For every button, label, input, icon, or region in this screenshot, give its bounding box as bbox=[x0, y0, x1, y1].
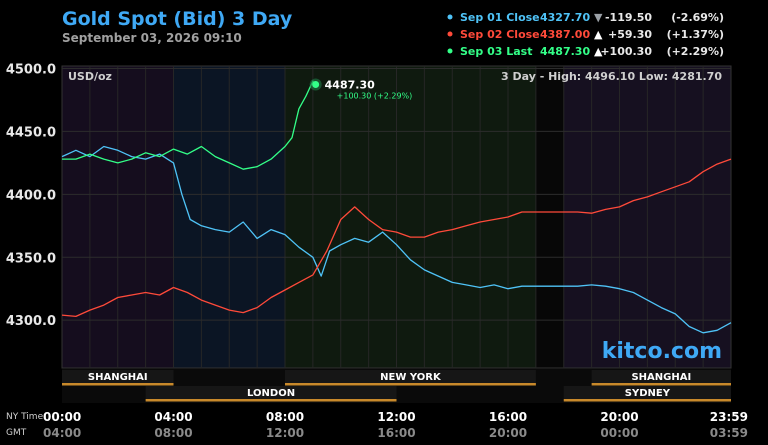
x-tick-gmt: 16:00 bbox=[377, 426, 415, 440]
legend-arrow: ▼ bbox=[594, 11, 603, 24]
legend-change: -119.50 bbox=[605, 11, 652, 24]
last-price-dot bbox=[312, 80, 320, 88]
legend-percent: (+1.37%) bbox=[667, 28, 724, 41]
gmt-label: GMT bbox=[6, 428, 27, 438]
legend-change: +59.30 bbox=[608, 28, 652, 41]
ny-time-label: NY Time bbox=[6, 412, 44, 422]
legend-label: Sep 01 Close bbox=[460, 11, 540, 24]
session-band-3 bbox=[535, 66, 564, 368]
x-tick-ny: 12:00 bbox=[377, 410, 415, 424]
y-tick-label: 4300.0 bbox=[6, 314, 56, 329]
session-bar-bottom-0 bbox=[145, 399, 397, 402]
session-label: LONDON bbox=[247, 388, 295, 399]
legend-label: Sep 02 Close bbox=[460, 28, 540, 41]
y-tick-label: 4400.0 bbox=[6, 188, 56, 203]
session-band-2 bbox=[285, 66, 536, 368]
market-sessions: SHANGHAI NEW YORK SHANGHAI LONDON SYDNEY bbox=[62, 369, 731, 403]
x-tick-ny: 20:00 bbox=[600, 410, 638, 424]
legend-dot bbox=[447, 14, 453, 20]
last-price-value: 4487.30 bbox=[325, 78, 375, 91]
session-bar-top-1 bbox=[285, 383, 536, 386]
grid bbox=[62, 66, 731, 368]
x-tick-gmt: 04:00 bbox=[43, 426, 81, 440]
x-tick-gmt: 12:00 bbox=[266, 426, 304, 440]
session-row-bottom-1 bbox=[563, 386, 731, 399]
x-tick-ny: 16:00 bbox=[489, 410, 527, 424]
unit-label: USD/oz bbox=[68, 70, 112, 83]
x-tick-ny: 04:00 bbox=[154, 410, 192, 424]
legend-label: Sep 03 Last bbox=[460, 45, 532, 58]
session-bar-top-0 bbox=[62, 383, 174, 386]
series-lines bbox=[61, 80, 732, 334]
legend: Sep 01 Close 4327.70 ▼ -119.50 (-2.69%) Sep 0… bbox=[447, 11, 724, 58]
x-tick-gmt: 03:59 bbox=[710, 426, 748, 440]
session-row-top-1 bbox=[285, 370, 536, 383]
session-label: SHANGHAI bbox=[631, 372, 691, 383]
y-tick-label: 4350.0 bbox=[6, 251, 56, 266]
last-price-marker: 4487.30+100.30 (+2.29%) bbox=[309, 78, 413, 100]
session-label: SYDNEY bbox=[625, 388, 671, 399]
y-axis: 4300.0 4350.0 4400.0 4450.0 4500.0 bbox=[6, 63, 56, 330]
series-line-3 bbox=[62, 80, 317, 170]
legend-price: 4487.30 bbox=[540, 45, 590, 58]
series-line-2 bbox=[61, 158, 732, 318]
x-tick-gmt: 20:00 bbox=[489, 426, 527, 440]
x-tick-ny: 23:59 bbox=[710, 410, 748, 424]
session-bar-top-2 bbox=[591, 383, 731, 386]
watermark: kitco.com bbox=[602, 339, 722, 364]
legend-percent: (+2.29%) bbox=[667, 45, 724, 58]
legend-dot bbox=[447, 48, 453, 54]
legend-price: 4387.00 bbox=[540, 28, 590, 41]
x-tick-gmt: 08:00 bbox=[154, 426, 192, 440]
y-tick-label: 4450.0 bbox=[6, 125, 56, 140]
session-label: NEW YORK bbox=[380, 372, 442, 383]
x-tick-gmt: 00:00 bbox=[600, 426, 638, 440]
x-tick-ny: 08:00 bbox=[266, 410, 304, 424]
page-title: Gold Spot (Bid) 3 Day bbox=[62, 8, 293, 30]
session-row-top-2 bbox=[591, 370, 731, 383]
legend-arrow: ▲ bbox=[594, 28, 603, 41]
session-bar-bottom-1 bbox=[563, 399, 731, 402]
datetime: September 03, 2026 09:10 bbox=[62, 31, 242, 45]
legend-arrow: ▲ bbox=[594, 45, 603, 58]
legend-change: +100.30 bbox=[600, 45, 652, 58]
legend-percent: (-2.69%) bbox=[671, 11, 724, 24]
legend-price: 4327.70 bbox=[540, 11, 590, 24]
series-line-1 bbox=[61, 145, 732, 334]
session-row-top-0 bbox=[62, 370, 174, 383]
session-row-bottom-0 bbox=[145, 386, 397, 399]
time-axis: NY Time GMT 00:00 04:00 04:00 08:00 08:00 12:00… bbox=[6, 410, 748, 440]
session-label: SHANGHAI bbox=[88, 372, 148, 383]
legend-dot bbox=[447, 31, 453, 37]
x-tick-ny: 00:00 bbox=[43, 410, 81, 424]
range-summary: 3 Day - High: 4496.10 Low: 4281.70 bbox=[501, 70, 722, 83]
y-tick-label: 4500.0 bbox=[6, 63, 56, 78]
last-price-change: +100.30 (+2.29%) bbox=[337, 91, 413, 100]
